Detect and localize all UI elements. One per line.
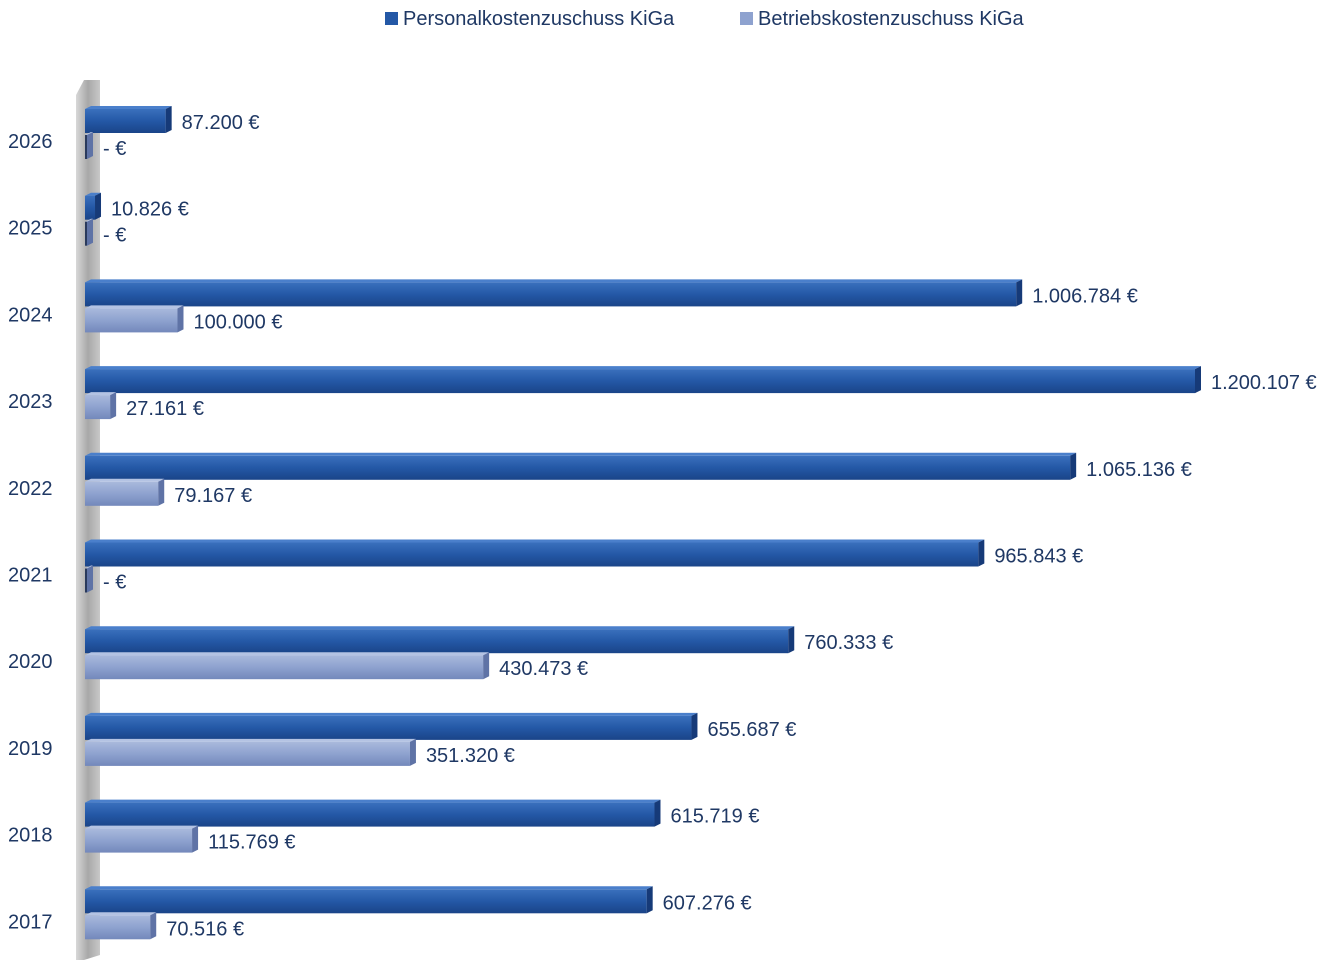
bar-personal-2025	[85, 192, 102, 220]
data-label-personal-2018: 615.719 €	[670, 806, 759, 828]
legend-label-0: Personalkostenzuschuss KiGa	[403, 8, 675, 30]
bar-betrieb-2017	[85, 912, 157, 940]
bar-personal-2024	[85, 279, 1023, 307]
category-label-2024: 2024	[8, 304, 53, 326]
category-label-2025: 2025	[8, 218, 53, 240]
data-label-betrieb-2021: - €	[103, 572, 126, 594]
bar-betrieb-2021	[85, 565, 93, 593]
category-label-2017: 2017	[8, 911, 53, 933]
bar-personal-2023	[85, 366, 1201, 394]
category-label-2026: 2026	[8, 131, 53, 153]
bar-betrieb-2024	[85, 305, 184, 333]
category-label-2020: 2020	[8, 651, 53, 673]
legend-swatch-0	[385, 12, 398, 25]
bars	[85, 106, 1201, 940]
data-label-personal-2025: 10.826 €	[111, 199, 189, 221]
data-label-betrieb-2018: 115.769 €	[208, 832, 296, 854]
bar-betrieb-2018	[85, 825, 199, 853]
data-label-betrieb-2024: 100.000 €	[193, 311, 282, 333]
bar-personal-2017	[85, 886, 653, 914]
category-label-2023: 2023	[8, 391, 53, 413]
bar-betrieb-2025	[85, 218, 93, 246]
legend: Personalkostenzuschuss KiGa Betriebskoste…	[385, 8, 1025, 30]
data-label-personal-2020: 760.333 €	[804, 632, 893, 654]
bar-betrieb-2023	[85, 392, 117, 420]
legend-swatch-1	[740, 12, 753, 25]
data-label-personal-2022: 1.065.136 €	[1086, 459, 1192, 481]
category-label-2022: 2022	[8, 478, 53, 500]
bar-personal-2019	[85, 712, 698, 740]
data-label-betrieb-2023: 27.161 €	[126, 398, 204, 420]
data-label-betrieb-2019: 351.320 €	[426, 745, 515, 767]
data-label-betrieb-2025: - €	[103, 225, 126, 247]
bar-personal-2018	[85, 799, 661, 827]
legend-label-1: Betriebskostenzuschuss KiGa	[758, 8, 1025, 30]
category-label-2018: 2018	[8, 825, 53, 847]
bar-personal-2026	[85, 106, 172, 133]
bar-personal-2022	[85, 452, 1077, 480]
data-label-betrieb-2026: - €	[103, 138, 126, 160]
bar-personal-2020	[85, 626, 795, 654]
bar-betrieb-2026	[85, 132, 93, 159]
bar-betrieb-2020	[85, 652, 490, 680]
data-label-betrieb-2022: 79.167 €	[174, 485, 252, 507]
data-labels: 87.200 € - € 10.826 € - € 1.006.784 € 100.000…	[103, 112, 1317, 940]
data-label-personal-2024: 1.006.784 €	[1032, 285, 1138, 307]
bar-personal-2021	[85, 539, 985, 567]
data-label-personal-2021: 965.843 €	[994, 546, 1083, 568]
data-label-betrieb-2017: 70.516 €	[166, 918, 244, 940]
category-axis: 2026 2025 2024 2023 2022 2021 2020 2019 2018 2017	[8, 131, 53, 933]
data-label-personal-2017: 607.276 €	[663, 892, 752, 914]
data-label-personal-2019: 655.687 €	[707, 719, 796, 741]
data-label-betrieb-2020: 430.473 €	[499, 658, 588, 680]
bar-betrieb-2022	[85, 478, 165, 506]
data-label-personal-2026: 87.200 €	[182, 112, 260, 134]
bar-betrieb-2019	[85, 738, 416, 766]
data-label-personal-2023: 1.200.107 €	[1211, 372, 1317, 394]
category-label-2019: 2019	[8, 738, 53, 760]
category-label-2021: 2021	[8, 565, 53, 587]
